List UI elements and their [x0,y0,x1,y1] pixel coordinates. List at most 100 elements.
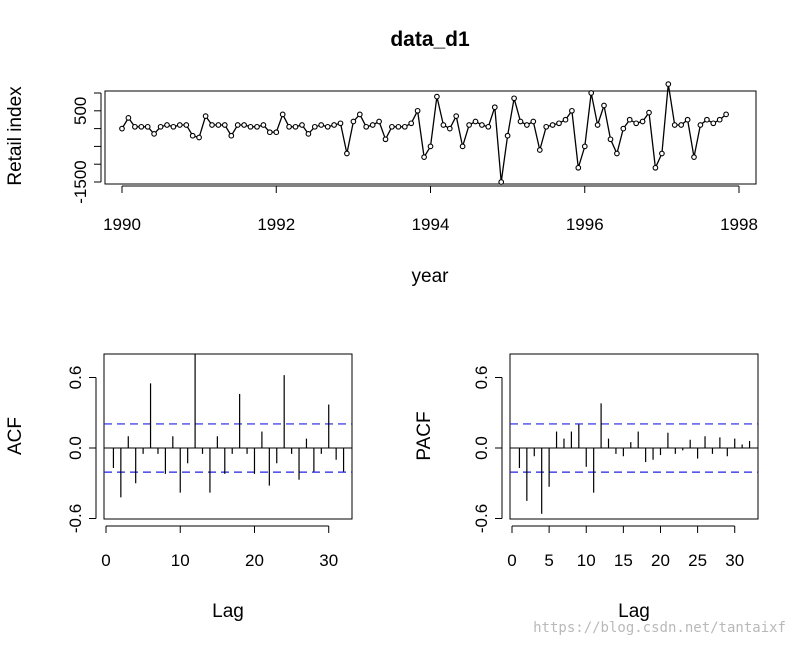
data-point [549,122,556,128]
x-tick-label: 25 [688,551,707,570]
x-axis: 1990 1992 1994 1996 1998 [103,185,758,234]
data-point [671,122,678,128]
x-tick-label: 10 [171,551,190,570]
data-point [626,116,633,123]
data-point [665,81,672,87]
data-point [266,129,273,136]
data-point [684,116,691,123]
data-point [356,111,363,118]
data-point [646,109,652,116]
y-axis: -0.6 0.0 0.6 [472,366,503,533]
x-tick-label: 1996 [566,215,604,234]
x-tick-label: 5 [544,551,553,570]
data-point [395,123,402,130]
data-point [562,116,569,123]
data-point [498,179,505,185]
y-tick-label: -0.6 [66,504,85,533]
data-point [350,118,357,125]
y-axis: -0.6 0.0 0.6 [66,366,97,533]
plot-box [509,353,759,520]
x-tick-label: 0 [507,551,516,570]
data-point [254,123,260,130]
data-point [594,122,601,128]
data-point [710,120,717,127]
x-tick-label: 20 [651,551,670,570]
x-tick-label: 10 [577,551,596,570]
data-point [575,164,582,171]
data-point [318,122,325,128]
data-point [453,113,460,119]
y-axis-title: ACF [5,417,26,455]
acf-plot: 0 10 20 30 -0.6 0.0 0.6 Lag ACF [5,353,353,622]
data-point [517,118,524,125]
data-point [466,122,472,128]
data-point [569,107,575,114]
data-point [202,113,209,119]
data-point [292,123,299,130]
data-point [305,131,312,137]
series-plot: data_d1 1990 1992 1994 1996 1998 -1500 500 ye… [5,28,758,287]
x-axis: 0 5 10 15 20 25 30 [507,525,744,570]
x-tick-label: 30 [725,551,744,570]
data-point [633,120,640,127]
data-point [607,136,614,143]
data-point [485,123,492,130]
data-point [446,125,453,132]
data-point [389,123,395,130]
x-tick-label: 20 [245,551,264,570]
data-point [716,116,723,123]
data-point [363,123,370,130]
x-tick-label: 1994 [412,215,450,234]
y-tick-label: 500 [71,97,90,125]
y-tick-label: 0.0 [472,436,491,460]
data-point [279,111,286,118]
data-point [241,122,247,128]
pacf-bars [510,403,758,514]
data-point [491,104,498,111]
data-point [337,120,344,127]
data-point [170,123,177,130]
data-point [215,122,222,128]
data-point [659,150,665,157]
data-point [132,123,138,130]
data-point [459,143,466,150]
data-point [144,123,151,130]
x-tick-label: 1998 [720,215,758,234]
data-point [504,132,511,139]
data-point [196,134,202,141]
x-axis-title: Lag [618,601,650,622]
data-point [299,122,305,128]
x-axis: 0 10 20 30 [101,525,338,570]
data-point [472,118,479,125]
data-point [286,123,292,130]
data-point [369,122,376,128]
x-tick-label: 30 [319,551,338,570]
x-tick-label: 15 [614,551,633,570]
data-point [401,123,408,130]
x-tick-label: 1990 [103,215,141,234]
x-axis-title: Lag [212,601,244,622]
data-point [530,118,537,125]
data-point [125,115,132,121]
data-point [382,136,389,143]
data-point [176,122,183,128]
data-point [414,107,421,114]
y-tick-label: 0.6 [66,366,85,390]
data-point [260,122,267,128]
data-point [601,102,607,109]
confidence-bands [104,423,352,473]
data-point [183,122,190,128]
y-tick-label: -1500 [71,160,90,203]
data-point [678,122,685,128]
data-point [376,118,382,125]
y-axis: -1500 500 [71,92,102,204]
data-point [311,123,318,130]
data-point [524,122,530,128]
data-point [209,122,215,128]
x-axis-title: year [412,266,450,287]
data-point [138,123,145,130]
data-point [408,120,415,127]
data-point [588,90,595,96]
series-marks [119,81,729,185]
